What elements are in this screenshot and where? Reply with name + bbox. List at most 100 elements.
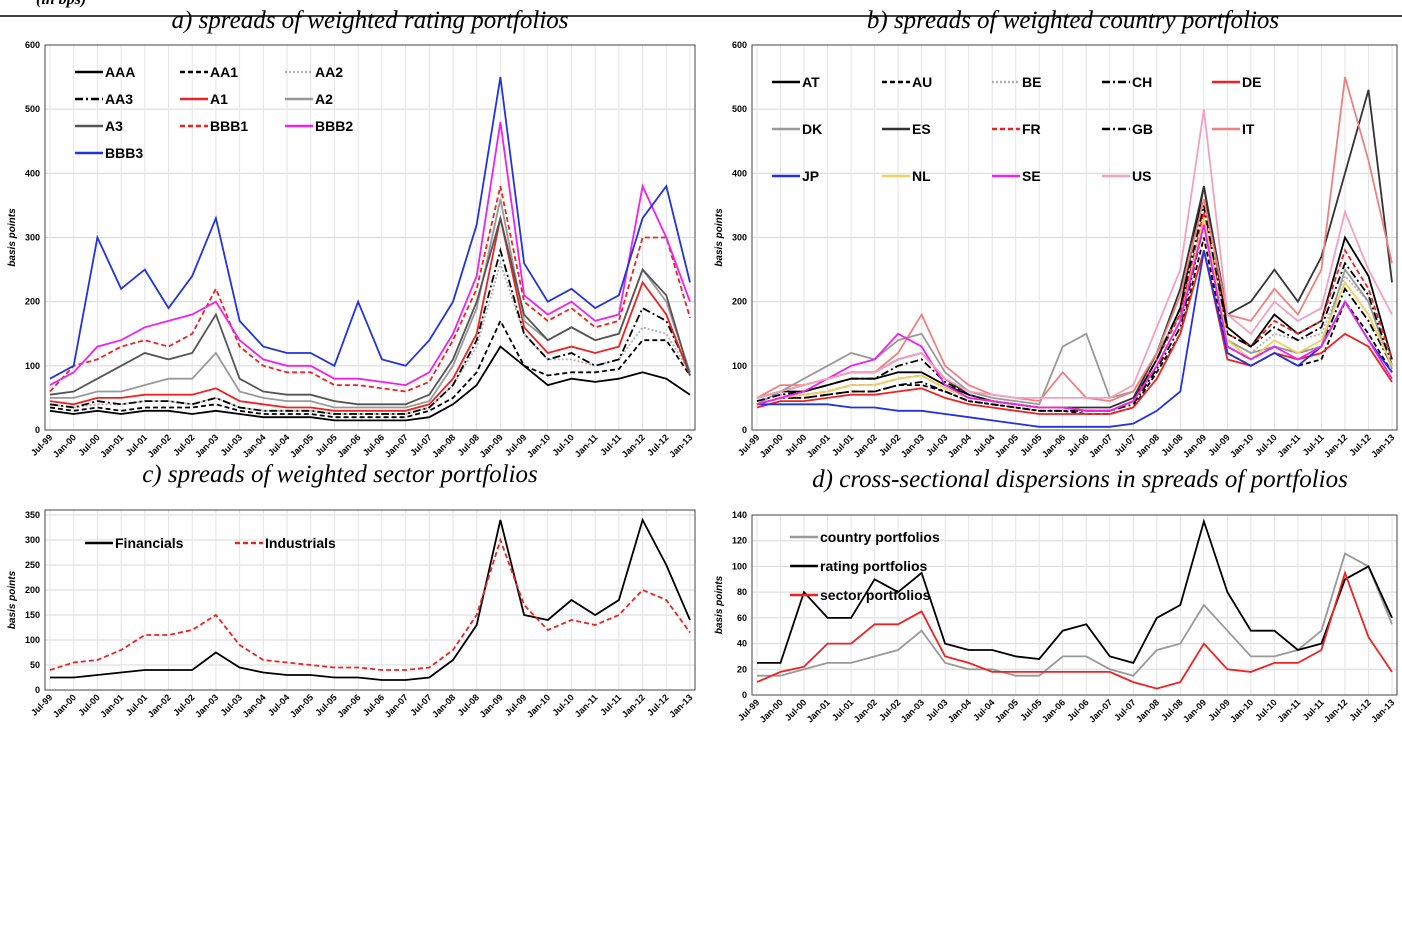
x-tick-label: Jan-05: [993, 432, 1020, 459]
series-line: [49, 214, 691, 406]
x-tick-label: Jul-12: [1347, 432, 1372, 457]
x-tick-label: Jul-02: [877, 432, 902, 457]
x-tick-label: Jan-02: [852, 432, 879, 459]
x-tick-label: Jan-12: [1322, 432, 1349, 459]
x-tick-label: Jan-12: [620, 432, 647, 459]
y-tick-label: 200: [25, 585, 40, 595]
y-tick-label: 100: [732, 561, 747, 571]
x-tick-label: Jan-01: [98, 432, 125, 459]
y-tick-label: 0: [742, 690, 747, 700]
legend-label: JP: [802, 168, 819, 184]
plot-frame: [751, 514, 1398, 696]
chart-title: d) cross-sectional dispersions in spread…: [812, 466, 1348, 493]
x-tick-label: Jul-07: [1112, 697, 1137, 722]
x-tick-label: Jul-99: [29, 432, 54, 457]
x-tick-label: Jan-02: [146, 692, 173, 719]
series-line: [756, 250, 1393, 415]
y-tick-label: 60: [737, 613, 747, 623]
x-tick-label: Jan-08: [1134, 697, 1161, 724]
x-tick-label: Jul-01: [830, 432, 855, 457]
x-tick-label: Jan-11: [1275, 432, 1302, 459]
y-tick-label: 100: [25, 361, 40, 371]
x-tick-label: Jan-13: [1369, 697, 1396, 724]
x-tick-label: Jul-07: [1112, 432, 1137, 457]
x-tick-label: Jul-03: [924, 697, 949, 722]
x-tick-label: Jan-13: [667, 692, 694, 719]
legend-label: AT: [802, 74, 820, 90]
x-tick-label: Jan-12: [1322, 697, 1349, 724]
x-tick-label: Jul-02: [877, 697, 902, 722]
x-tick-label: Jul-01: [124, 692, 149, 717]
x-tick-label: Jul-08: [1159, 432, 1184, 457]
x-tick-label: Jan-10: [1228, 432, 1255, 459]
x-tick-label: Jan-09: [1181, 697, 1208, 724]
y-tick-label: 80: [737, 587, 747, 597]
chart-title: b) spreads of weighted country portfolio…: [867, 7, 1279, 34]
chart-title: c) spreads of weighted sector portfolios: [142, 461, 538, 488]
x-tick-label: Jan-06: [335, 692, 362, 719]
x-tick-label: Jul-08: [456, 432, 481, 457]
x-tick-label: Jul-00: [783, 432, 808, 457]
x-tick-label: Jul-12: [645, 692, 670, 717]
legend-label: GB: [1132, 121, 1153, 137]
x-tick-label: Jan-05: [993, 697, 1020, 724]
y-tick-label: 600: [25, 40, 40, 50]
x-tick-label: Jan-09: [1181, 432, 1208, 459]
x-tick-label: Jan-06: [1040, 697, 1067, 724]
y-tick-label: 350: [25, 510, 40, 520]
x-tick-label: Jan-09: [478, 692, 505, 719]
x-tick-label: Jan-12: [620, 692, 647, 719]
x-tick-label: Jan-02: [146, 432, 173, 459]
legend-label: ES: [912, 121, 931, 137]
y-tick-label: 140: [732, 510, 747, 520]
x-tick-label: Jul-06: [361, 432, 386, 457]
x-tick-label: Jul-04: [266, 692, 291, 717]
series-line: [756, 205, 1393, 412]
x-tick-label: Jul-08: [456, 692, 481, 717]
x-tick-label: Jul-02: [171, 432, 196, 457]
series-line: [49, 185, 691, 393]
series-line: [756, 224, 1393, 412]
x-tick-label: Jan-00: [51, 432, 78, 459]
y-tick-label: 400: [25, 168, 40, 178]
series-line: [756, 224, 1393, 412]
y-axis-label: basis points: [7, 570, 18, 629]
y-tick-label: 40: [737, 639, 747, 649]
y-tick-label: 0: [35, 425, 40, 435]
x-tick-label: Jan-03: [899, 697, 926, 724]
series-line: [49, 537, 691, 671]
x-tick-label: Jan-10: [1228, 697, 1255, 724]
y-tick-label: 300: [25, 233, 40, 243]
y-tick-label: 250: [25, 560, 40, 570]
x-tick-label: Jul-07: [408, 432, 433, 457]
x-tick-label: Jul-04: [266, 432, 291, 457]
x-tick-label: Jan-07: [1087, 432, 1114, 459]
y-tick-label: 100: [25, 635, 40, 645]
x-tick-label: Jul-11: [598, 692, 623, 717]
x-tick-label: Jul-00: [76, 692, 101, 717]
page-note: (in bps): [36, 0, 86, 8]
x-tick-label: Jul-02: [171, 692, 196, 717]
x-tick-label: Jan-11: [573, 692, 600, 719]
series-line: [756, 217, 1393, 406]
legend-label: DE: [1242, 74, 1261, 90]
x-tick-label: Jul-03: [219, 432, 244, 457]
y-tick-label: 300: [25, 535, 40, 545]
plot-frame: [44, 509, 696, 691]
legend-label: BBB2: [315, 118, 353, 134]
series-line: [50, 517, 691, 681]
series-line: [757, 250, 1393, 428]
legend-label: country portfolios: [820, 529, 940, 545]
x-tick-label: Jan-06: [335, 432, 362, 459]
x-tick-label: Jan-03: [899, 432, 926, 459]
x-tick-label: Jul-05: [313, 692, 338, 717]
legend-label: BBB1: [210, 118, 248, 134]
series-line: [49, 246, 691, 415]
legend-label: US: [1132, 168, 1151, 184]
x-tick-label: Jul-05: [1018, 697, 1043, 722]
x-tick-label: Jan-08: [1134, 432, 1161, 459]
legend-label: AU: [912, 74, 932, 90]
legend-label: AA1: [210, 64, 238, 80]
legend-label: DK: [802, 121, 822, 137]
